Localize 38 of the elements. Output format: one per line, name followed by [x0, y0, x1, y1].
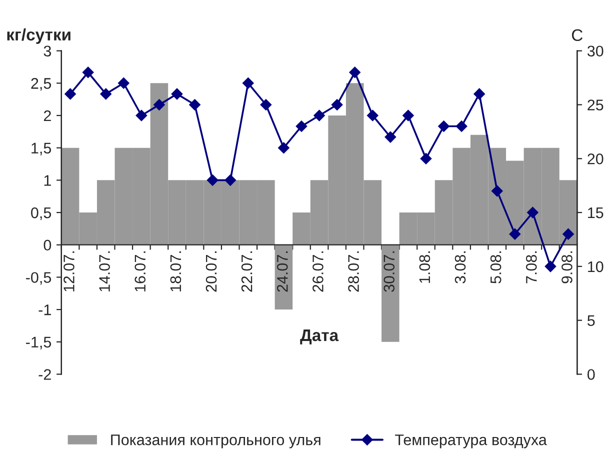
y2-axis-title: С: [572, 29, 583, 42]
x-tick-label: 5.08.: [490, 251, 502, 284]
x-tick-label: 30.07.: [384, 251, 395, 292]
y2-tick-label: 10: [588, 261, 604, 272]
y2-tick-label: 25: [588, 100, 604, 110]
y-tick-label: -1: [38, 304, 51, 316]
y2-tick-label: 20: [588, 153, 604, 164]
y2-tick-label: 5: [587, 315, 595, 326]
y-tick-label: 1: [44, 175, 51, 186]
x-tick-label: 14.07.: [99, 251, 110, 292]
x-tick-label: 28.07.: [348, 251, 359, 292]
x-axis-title: Дата: [300, 330, 339, 344]
y2-tick-label: 30: [587, 46, 604, 57]
x-tick-label: 20.07.: [206, 251, 217, 292]
y-tick-label: -2: [38, 369, 51, 380]
y-tick-label: 2,5: [31, 78, 52, 91]
x-tick-label: 24.07.: [276, 251, 288, 292]
x-tick-label: 26.07.: [312, 251, 324, 292]
legend-label: Температура воздуха: [395, 434, 547, 448]
legend-label: Показания контрольного улья: [111, 434, 320, 448]
x-tick-label: 9.08.: [562, 251, 572, 284]
y-tick-label: -1,5: [26, 336, 52, 350]
y-tick-label: 2: [44, 110, 51, 122]
x-tick-label: 16.07.: [134, 251, 146, 292]
y-axis-title: кг/сутки: [7, 28, 70, 44]
x-tick-label: 12.07.: [64, 251, 74, 292]
y2-tick-label: 15: [588, 208, 604, 218]
y-tick-label: 0: [44, 240, 52, 251]
y-tick-label: 1,5: [32, 142, 52, 156]
y-tick-label: 0,5: [31, 207, 52, 220]
x-tick-label: 22.07.: [241, 251, 252, 292]
x-tick-label: 7.08.: [526, 251, 537, 284]
x-tick-label: 18.07.: [170, 251, 182, 292]
y-tick-label: 3: [44, 46, 52, 57]
x-tick-label: 1.08.: [419, 251, 430, 283]
x-tick-label: 3.08.: [454, 251, 466, 284]
y-tick-label: -0,5: [26, 272, 52, 285]
y2-tick-label: 0: [587, 369, 595, 380]
